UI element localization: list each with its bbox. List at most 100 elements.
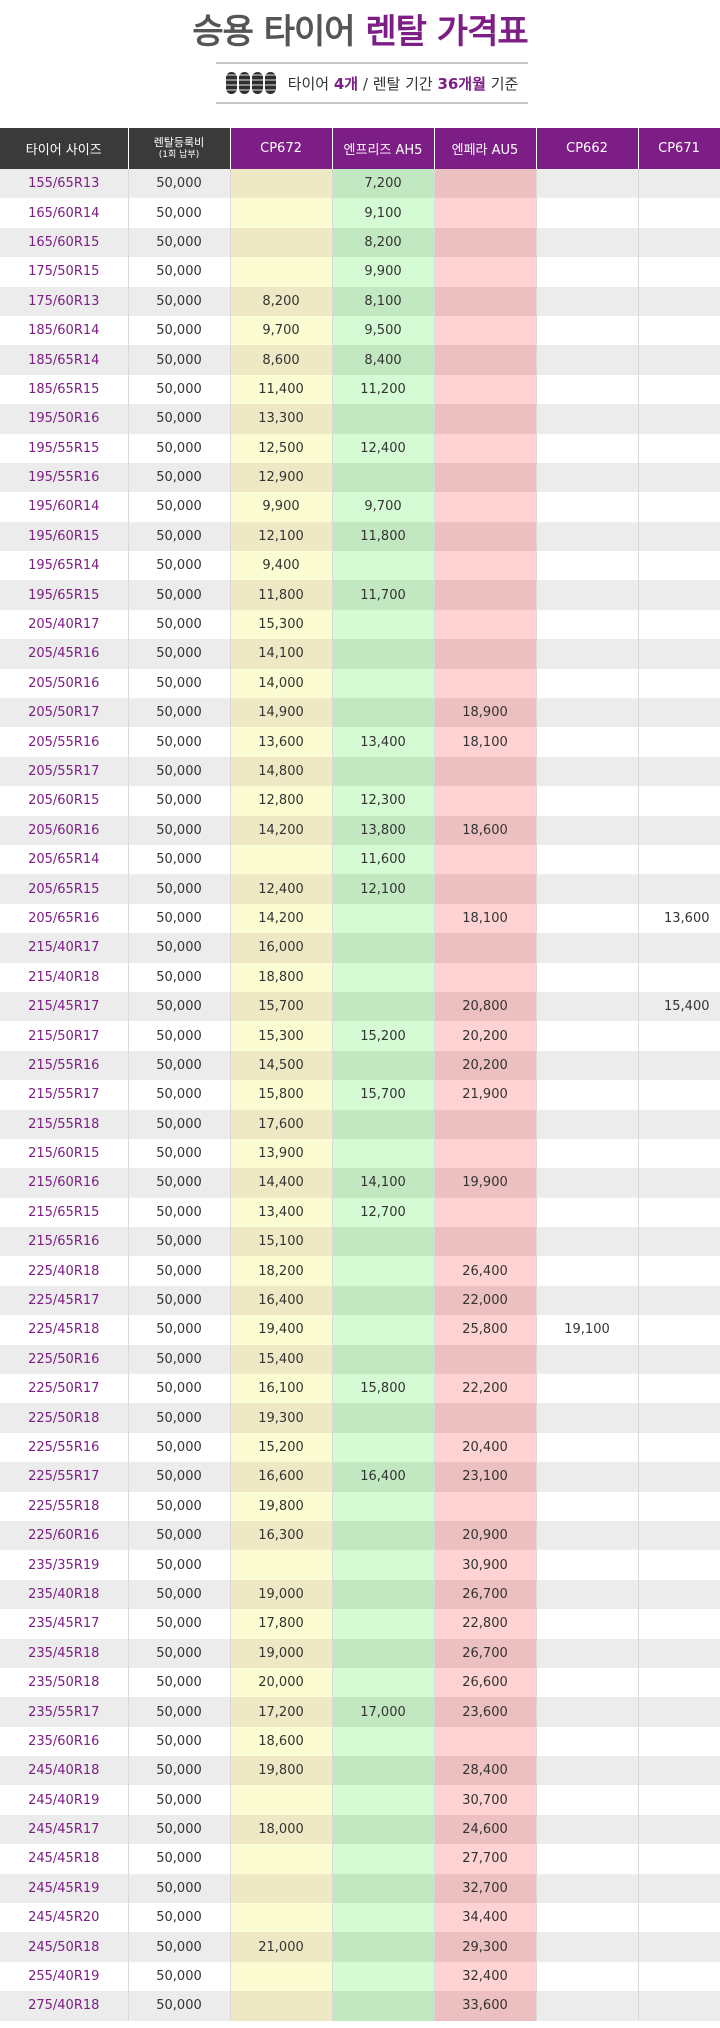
cell-au5	[434, 1197, 537, 1228]
cell-cp662	[536, 874, 639, 904]
cell-registration-fee: 50,000	[128, 1138, 231, 1169]
cell-au5: 29,300	[434, 1932, 537, 1962]
cell-ah5: 11,600	[332, 844, 435, 875]
cell-cp672: 15,800	[230, 1080, 333, 1110]
cell-au5: 18,100	[434, 727, 537, 757]
cell-tire-size: 175/60R13	[0, 286, 129, 316]
cell-cp671	[638, 1814, 720, 1845]
cell-registration-fee: 50,000	[128, 756, 231, 787]
cell-cp671	[638, 1785, 720, 1815]
cell-registration-fee: 50,000	[128, 727, 231, 757]
cell-au5: 22,800	[434, 1609, 537, 1639]
cell-cp662	[536, 727, 639, 757]
cell-ah5: 17,000	[332, 1697, 435, 1727]
cell-ah5	[332, 1138, 435, 1169]
header-cp662: CP662	[536, 128, 639, 169]
cell-cp672: 20,000	[230, 1667, 333, 1698]
cell-registration-fee: 50,000	[128, 815, 231, 845]
table-row: 195/65R14 50,000 9,400	[0, 551, 720, 581]
cell-au5: 25,800	[434, 1315, 537, 1345]
cell-registration-fee: 50,000	[128, 698, 231, 728]
cell-au5: 24,600	[434, 1814, 537, 1845]
cell-au5	[434, 639, 537, 669]
cell-au5	[434, 169, 537, 199]
cell-cp672: 21,000	[230, 1932, 333, 1962]
cell-au5	[434, 1403, 537, 1433]
cell-ah5: 12,400	[332, 433, 435, 463]
cell-tire-size: 225/50R17	[0, 1374, 129, 1404]
cell-au5	[434, 257, 537, 287]
cell-au5: 32,700	[434, 1873, 537, 1904]
cell-cp662	[536, 1932, 639, 1962]
cell-cp671	[638, 1609, 720, 1639]
cell-ah5	[332, 1726, 435, 1757]
cell-au5	[434, 551, 537, 581]
cell-registration-fee: 50,000	[128, 903, 231, 934]
cell-au5: 27,700	[434, 1844, 537, 1874]
cell-cp662	[536, 609, 639, 640]
cell-cp672: 9,700	[230, 315, 333, 346]
cell-tire-size: 225/50R16	[0, 1344, 129, 1375]
cell-au5: 30,900	[434, 1550, 537, 1580]
cell-registration-fee: 50,000	[128, 169, 231, 199]
table-row: 205/45R16 50,000 14,100	[0, 639, 720, 669]
cell-tire-size: 215/60R15	[0, 1138, 129, 1169]
cell-cp671	[638, 933, 720, 963]
cell-au5	[434, 374, 537, 405]
cell-ah5: 14,100	[332, 1168, 435, 1198]
cell-cp672	[230, 169, 333, 199]
cell-cp662	[536, 1903, 639, 1933]
cell-cp662	[536, 1227, 639, 1257]
cell-cp672	[230, 1991, 333, 2021]
cell-registration-fee: 50,000	[128, 404, 231, 434]
table-row: 245/40R18 50,000 19,800 28,400	[0, 1756, 720, 1786]
cell-tire-size: 245/45R18	[0, 1844, 129, 1874]
cell-ah5	[332, 1991, 435, 2021]
cell-ah5	[332, 698, 435, 728]
cell-cp672: 11,400	[230, 374, 333, 405]
cell-tire-size: 175/50R15	[0, 257, 129, 287]
cell-cp671	[638, 404, 720, 434]
cell-cp662	[536, 227, 639, 258]
cell-cp662	[536, 1109, 639, 1139]
cell-cp672: 18,000	[230, 1814, 333, 1845]
cell-cp662	[536, 1021, 639, 1051]
cell-au5	[434, 844, 537, 875]
table-row: 205/65R14 50,000 11,600	[0, 844, 720, 875]
table-row: 185/65R14 50,000 8,600 8,400	[0, 345, 720, 375]
cell-tire-size: 225/45R18	[0, 1315, 129, 1345]
cell-cp672: 15,200	[230, 1432, 333, 1463]
cell-au5: 26,700	[434, 1579, 537, 1610]
cell-au5: 18,600	[434, 815, 537, 845]
cell-cp672: 14,500	[230, 1050, 333, 1081]
cell-registration-fee: 50,000	[128, 609, 231, 640]
cell-tire-size: 245/45R17	[0, 1814, 129, 1845]
cell-cp662	[536, 1374, 639, 1404]
cell-tire-size: 235/45R18	[0, 1638, 129, 1668]
cell-cp672: 14,400	[230, 1168, 333, 1198]
cell-tire-size: 195/55R15	[0, 433, 129, 463]
cell-cp671	[638, 462, 720, 493]
cell-au5: 30,700	[434, 1785, 537, 1815]
cell-au5	[434, 1138, 537, 1169]
cell-tire-size: 225/55R17	[0, 1462, 129, 1492]
cell-tire-size: 165/60R14	[0, 198, 129, 228]
cell-cp671	[638, 1726, 720, 1757]
table-row: 205/55R17 50,000 14,800	[0, 756, 720, 787]
cell-cp662	[536, 933, 639, 963]
cell-cp671	[638, 1579, 720, 1610]
table-row: 195/55R16 50,000 12,900	[0, 462, 720, 493]
cell-au5: 28,400	[434, 1756, 537, 1786]
cell-ah5	[332, 1844, 435, 1874]
cell-cp671	[638, 1285, 720, 1316]
cell-au5: 20,200	[434, 1050, 537, 1081]
cell-cp662	[536, 1638, 639, 1668]
cell-tire-size: 215/55R16	[0, 1050, 129, 1081]
cell-cp662	[536, 462, 639, 493]
cell-cp671	[638, 1462, 720, 1492]
cell-cp662	[536, 1080, 639, 1110]
cell-cp671	[638, 1021, 720, 1051]
cell-cp671	[638, 1374, 720, 1404]
cell-au5	[434, 1344, 537, 1375]
cell-ah5	[332, 462, 435, 493]
